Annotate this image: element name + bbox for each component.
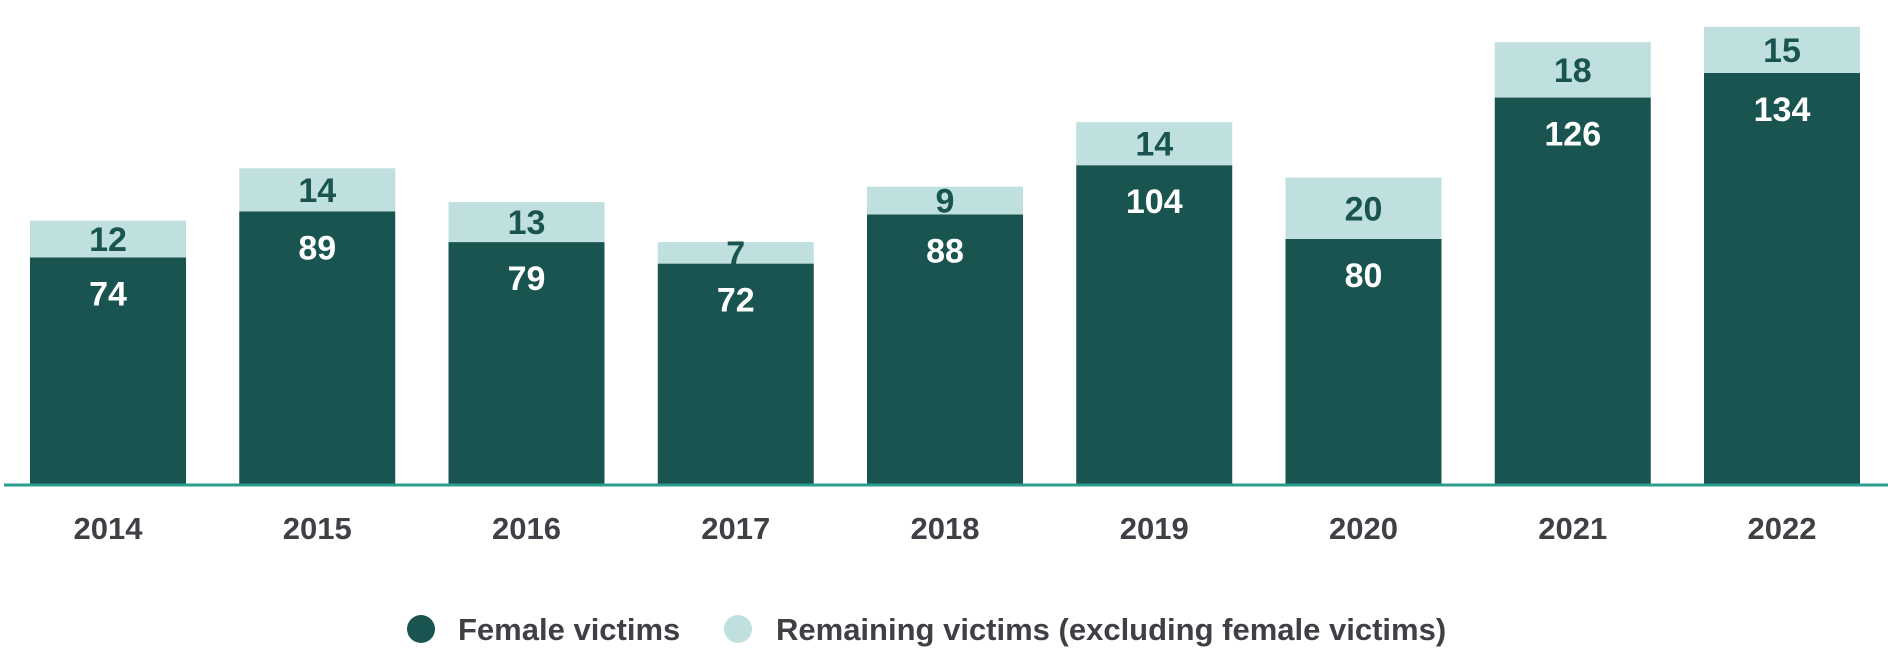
data-label-remaining-2017: 7 — [726, 235, 745, 273]
x-tick-2017: 2017 — [701, 511, 770, 546]
legend: Female victims Remaining victims (exclud… — [407, 612, 1446, 647]
bar-remaining-2019 — [1076, 122, 1233, 166]
data-label-female-2016: 79 — [508, 260, 546, 298]
bar-remaining-2018 — [867, 186, 1023, 215]
bar-group-2015: 89 14 — [239, 168, 396, 485]
x-tick-2016: 2016 — [492, 511, 561, 546]
data-label-female-2017: 72 — [717, 282, 755, 320]
bar-remaining-2016 — [448, 202, 605, 243]
data-label-female-2019: 104 — [1126, 183, 1183, 221]
legend-label-remaining: Remaining victims (excluding female vict… — [776, 612, 1446, 647]
bar-remaining-2014 — [30, 220, 186, 258]
bar-group-2017: 727 — [657, 235, 814, 485]
data-label-female-2018: 88 — [926, 232, 964, 270]
x-tick-2018: 2018 — [911, 511, 980, 546]
bar-female-2017 — [657, 263, 814, 485]
x-tick-2022: 2022 — [1748, 511, 1817, 546]
x-tick-2021: 2021 — [1538, 511, 1607, 546]
bar-female-2016 — [448, 242, 605, 485]
data-label-remaining-2019: 14 — [1135, 126, 1173, 164]
data-label-remaining-2014: 12 — [89, 221, 127, 259]
bar-female-2020 — [1285, 239, 1442, 485]
data-label-female-2015: 89 — [298, 229, 336, 267]
bar-group-2020: 80 20 — [1285, 177, 1442, 485]
data-label-remaining-2021: 18 — [1554, 52, 1592, 90]
bar-group-2021: 126 18 — [1494, 42, 1651, 486]
data-label-remaining-2022: 15 — [1763, 32, 1801, 70]
legend-label-female: Female victims — [458, 612, 680, 647]
legend-swatch-female — [407, 615, 435, 643]
legend-swatch-remaining — [724, 615, 752, 643]
bar-remaining-2020 — [1285, 177, 1442, 239]
data-label-female-2021: 126 — [1544, 116, 1601, 154]
x-tick-2019: 2019 — [1120, 511, 1189, 546]
bar-remaining-2017 — [657, 242, 814, 264]
data-label-remaining-2015: 14 — [298, 172, 336, 210]
bar-group-2022: 134 15 — [1704, 26, 1860, 485]
bar-female-2021 — [1494, 97, 1651, 486]
bar-remaining-2022 — [1704, 26, 1860, 73]
data-label-remaining-2020: 20 — [1345, 190, 1383, 228]
bar-remaining-2015 — [239, 168, 396, 212]
data-label-female-2014: 74 — [89, 275, 127, 313]
bar-female-2014 — [30, 257, 186, 485]
x-tick-2015: 2015 — [283, 511, 352, 546]
bar-female-2019 — [1076, 165, 1233, 485]
legend-item-remaining: Remaining victims (excluding female vict… — [724, 612, 1446, 647]
x-tick-2014: 2014 — [74, 511, 144, 546]
data-label-female-2022: 134 — [1754, 91, 1811, 129]
data-label-remaining-2016: 13 — [508, 204, 546, 242]
x-axis-ticks: 2014 2015 2016 2017 2018 2019 2020 2021 2022 — [74, 511, 1817, 546]
x-tick-2020: 2020 — [1329, 511, 1398, 546]
bar-female-2015 — [239, 211, 396, 485]
bar-female-2018 — [867, 214, 1023, 485]
bar-group-2018: 889 — [867, 183, 1023, 485]
bar-group-2019: 104 14 — [1076, 122, 1233, 485]
data-label-remaining-2018: 9 — [936, 183, 955, 221]
data-label-female-2020: 80 — [1345, 257, 1383, 295]
bar-remaining-2021 — [1494, 42, 1651, 98]
legend-item-female: Female victims — [407, 612, 680, 647]
bar-female-2022 — [1704, 72, 1860, 485]
